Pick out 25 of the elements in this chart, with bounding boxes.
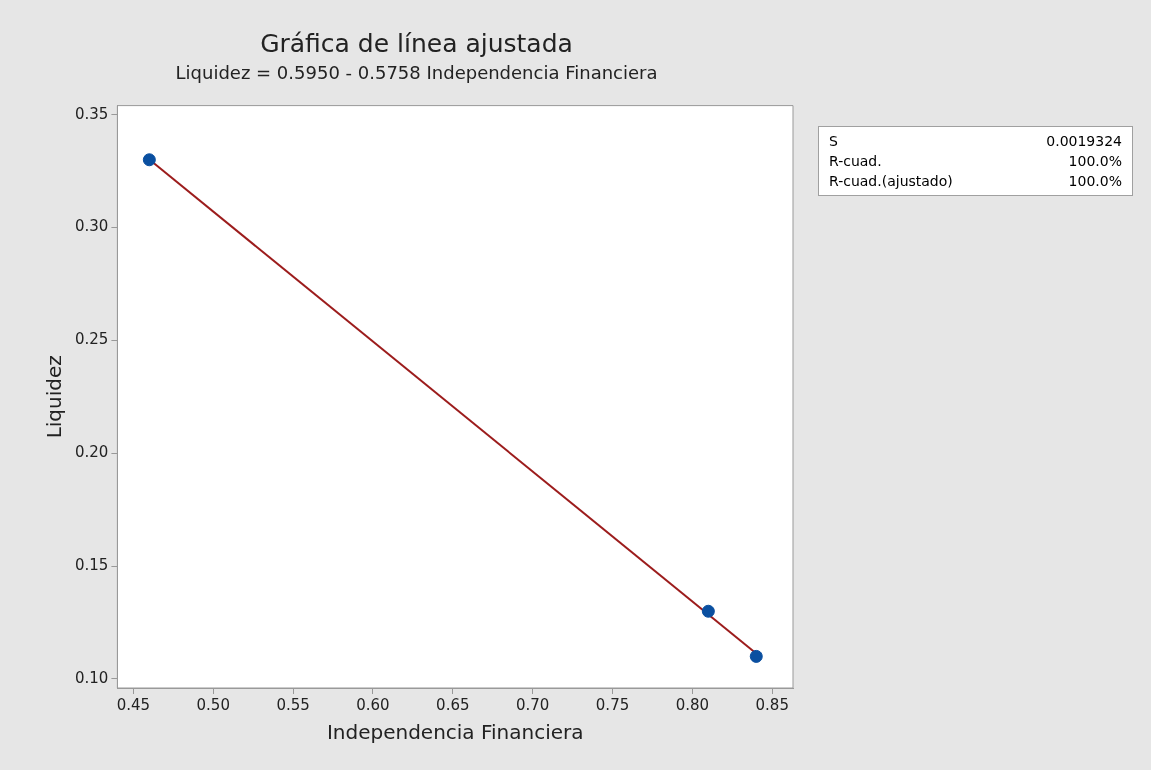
chart-subtitle: Liquidez = 0.5950 - 0.5758 Independencia Financiera: [175, 62, 658, 84]
y-tick-label: 0.25: [74, 330, 109, 349]
point: [749, 649, 763, 663]
y-tick-label: 0.35: [74, 104, 109, 123]
y-tick-label: 0.10: [74, 668, 109, 687]
x-tick-label: 0.85: [755, 695, 789, 714]
x-tick-label: 0.50: [196, 695, 230, 714]
text: R-cuad. 100.0%: [829, 153, 1122, 169]
y-tick-label: 0.20: [74, 443, 109, 462]
x-tick-label: 0.45: [116, 695, 151, 714]
x-tick-label: 0.80: [675, 695, 710, 714]
x-tick-label: 0.60: [356, 695, 390, 714]
x-tick-label: 0.75: [595, 695, 630, 714]
y-tick-label: 0.30: [74, 217, 109, 236]
x-tick-label: 0.65: [436, 695, 470, 714]
y-axis-title: Liquidez: [42, 355, 67, 439]
chart-title: Gráfica de línea ajustada: [260, 28, 573, 58]
text: S 0.0019324: [829, 133, 1122, 149]
point: [142, 153, 156, 167]
x-axis-title: Independencia Financiera: [326, 720, 584, 745]
point: [701, 604, 715, 618]
y-tick-label: 0.15: [74, 555, 109, 574]
x-tick-label: 0.70: [515, 695, 550, 714]
x-tick-label: 0.55: [276, 695, 310, 714]
text: R-cuad.(ajustado) 100.0%: [829, 173, 1122, 189]
